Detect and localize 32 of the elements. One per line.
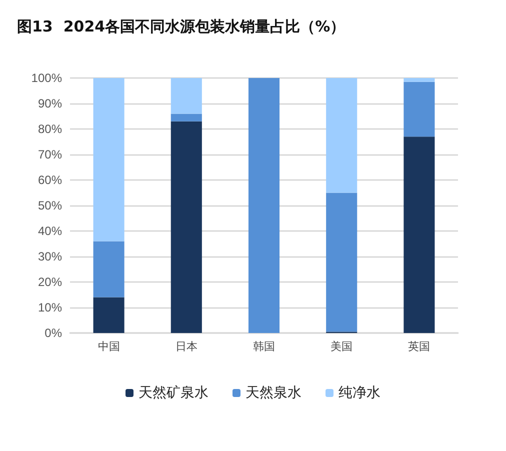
bar — [248, 78, 280, 333]
bar — [93, 78, 124, 242]
y-tick-label: 60% — [38, 173, 62, 187]
y-tick-label: 70% — [38, 148, 62, 162]
chart-title: 图13 2024各国不同水源包装水销量占比（%） — [17, 18, 346, 36]
bar — [326, 192, 358, 332]
bar — [170, 78, 202, 114]
bar — [170, 121, 202, 333]
y-tick-label: 20% — [38, 275, 62, 289]
y-tick-label: 50% — [38, 198, 62, 212]
bar — [404, 82, 435, 137]
bar — [93, 241, 124, 298]
bar — [326, 78, 358, 193]
bar — [93, 297, 124, 333]
y-tick-label: 100% — [31, 71, 62, 85]
y-tick-label: 90% — [38, 96, 62, 110]
y-tick-label: 40% — [38, 224, 62, 238]
legend-label: 纯净水 — [338, 385, 380, 401]
x-tick-label: 中国 — [98, 340, 120, 353]
bar — [404, 136, 435, 333]
x-tick-label: 英国 — [408, 340, 430, 353]
x-tick-label: 日本 — [175, 340, 198, 353]
y-tick-label: 30% — [38, 250, 62, 264]
bar — [170, 114, 202, 122]
legend-label: 天然泉水 — [246, 385, 302, 401]
x-tick-label: 美国 — [330, 340, 353, 353]
x-tick-label: 韩国 — [253, 340, 275, 353]
y-tick-label: 10% — [38, 300, 62, 314]
legend-label: 天然矿泉水 — [138, 385, 208, 401]
y-tick-label: 0% — [44, 326, 62, 340]
y-tick-label: 80% — [38, 122, 62, 136]
bar — [404, 78, 435, 82]
